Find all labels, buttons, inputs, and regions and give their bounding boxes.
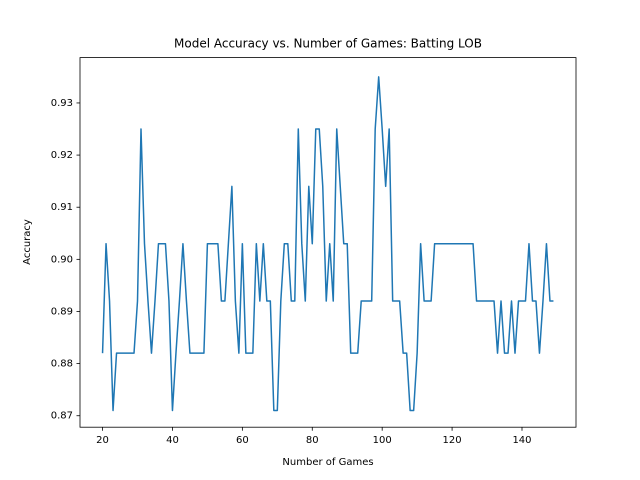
x-tick-label: 20 <box>96 435 109 446</box>
y-axis-label: Accuracy <box>22 219 33 265</box>
x-axis-label: Number of Games <box>282 457 373 468</box>
x-tick-label: 140 <box>512 435 531 446</box>
x-tick-label: 60 <box>236 435 249 446</box>
plot-frame <box>79 57 577 428</box>
y-tick-label: 0.87 <box>51 411 73 422</box>
y-tick-label: 0.90 <box>51 254 73 265</box>
y-tick-label: 0.93 <box>51 98 73 109</box>
x-tick-label: 80 <box>306 435 319 446</box>
x-tick-label: 120 <box>443 435 462 446</box>
x-tick-label: 100 <box>373 435 392 446</box>
x-tick-label: 40 <box>166 435 179 446</box>
y-tick-label: 0.92 <box>51 150 73 161</box>
y-tick-label: 0.88 <box>51 359 73 370</box>
chart-title: Model Accuracy vs. Number of Games: Batt… <box>174 37 482 51</box>
data-line <box>101 76 554 412</box>
y-tick-label: 0.91 <box>51 202 73 213</box>
y-tick-label: 0.89 <box>51 306 73 317</box>
